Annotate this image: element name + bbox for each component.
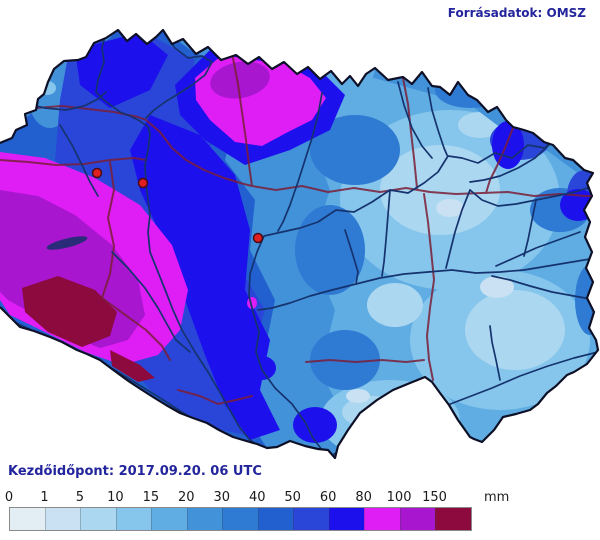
legend-tick-label: 50	[284, 490, 301, 505]
river-hernad	[397, 81, 433, 159]
river-tributary	[523, 199, 537, 257]
legend-swatch	[151, 508, 187, 530]
legend-swatch	[186, 508, 223, 530]
river-tributary	[344, 229, 359, 285]
legend-tick-label: 100	[386, 490, 412, 505]
city-dots	[91, 167, 264, 244]
precip-region	[310, 115, 400, 185]
legend-swatch	[10, 508, 45, 530]
legend-unit-label: mm	[484, 490, 510, 505]
legend-color-bar	[9, 507, 472, 531]
county-borders	[0, 57, 598, 405]
river-bodrog	[469, 141, 553, 183]
legend-swatch	[257, 508, 294, 530]
legend-tick-label: 10	[107, 490, 124, 505]
river-tributary	[59, 124, 99, 197]
legend-tick-label: 30	[213, 490, 231, 505]
legend-swatch	[328, 508, 365, 530]
city-dot	[91, 167, 103, 179]
legend-swatch	[80, 508, 116, 530]
river-sajo	[427, 87, 448, 156]
river-ipoly	[145, 33, 213, 119]
legend-tick-label: 150	[422, 490, 447, 505]
precip-region	[293, 407, 337, 443]
start-time-label: Kezdőidőpont: 2017.09.20. 06 UTC	[8, 464, 262, 479]
precip-region-maroon-streak	[110, 350, 155, 382]
precipitation-map	[0, 28, 600, 460]
precip-region	[130, 115, 280, 440]
legend-swatch	[222, 508, 258, 530]
precip-region	[310, 330, 380, 390]
city-dot	[252, 232, 264, 244]
legend-swatch	[115, 508, 152, 530]
hungary-outline	[0, 28, 600, 460]
legend: 0 1 5 10 15 20 30 40 50 60 80 100 150 mm	[0, 490, 600, 540]
legend-swatch	[435, 508, 471, 530]
legend-tick-label: 40	[248, 490, 266, 505]
precipitation-layers	[0, 30, 598, 458]
legend-swatch	[399, 508, 436, 530]
precip-region	[465, 290, 565, 370]
precip-region	[75, 32, 168, 108]
river-szamos	[469, 185, 595, 207]
precip-region-purple-north	[210, 61, 270, 99]
river-sio	[111, 251, 191, 353]
precip-region	[367, 283, 423, 327]
legend-tick-label: 20	[178, 490, 195, 505]
legend-tick-label: 0	[4, 490, 14, 505]
precip-region	[380, 145, 500, 235]
city-dot	[137, 177, 149, 189]
precip-region	[436, 199, 464, 217]
source-label: Forrásadatok: OMSZ	[447, 6, 586, 20]
legend-tick-label: 1	[40, 490, 49, 505]
legend-tick-label: 15	[142, 490, 160, 505]
legend-swatch	[293, 508, 329, 530]
legend-swatch	[364, 508, 400, 530]
legend-swatch	[44, 508, 81, 530]
precip-region	[480, 276, 514, 298]
legend-tick-label: 60	[319, 490, 337, 505]
lake-balaton	[46, 236, 88, 250]
river-tributary	[489, 325, 501, 381]
river-zagyva	[277, 92, 323, 232]
river-tributary	[381, 189, 391, 277]
legend-tick-label: 5	[75, 490, 85, 505]
legend-tick-label: 80	[355, 490, 372, 505]
precip-region	[295, 205, 365, 295]
rivers	[0, 30, 598, 457]
precip-region	[346, 389, 370, 403]
river-koros-1	[257, 257, 597, 311]
river-tisza	[248, 131, 559, 457]
river-danube	[95, 30, 258, 446]
river-tributary	[445, 189, 471, 269]
precip-region-maroon-sw	[22, 276, 117, 347]
river-koros-2	[491, 275, 597, 301]
river-koros-3	[495, 231, 581, 267]
